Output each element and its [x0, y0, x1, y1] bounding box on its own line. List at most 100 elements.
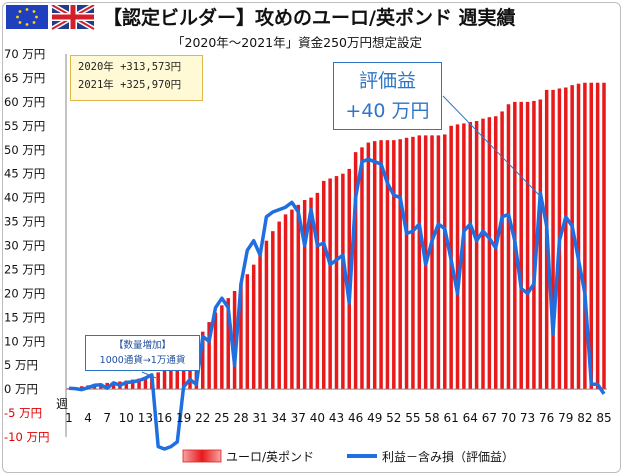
bar-week-66: [481, 118, 485, 390]
chart-subtitle: 「2020年～2021年」資金250万円想定設定: [172, 35, 422, 50]
y-tick-label: -10 万円: [4, 430, 49, 444]
y-axis-ticks: 70 万円 65 万円 60 万円 55 万円 50 万円 45 万円 40 万円 35 万円…: [4, 47, 49, 444]
bar-week-24: [213, 312, 218, 390]
y-tick-label: 50 万円: [4, 143, 45, 157]
x-tick-label: 70: [501, 411, 516, 425]
x-tick-label: 82: [577, 411, 592, 425]
bar-week-49: [372, 141, 377, 390]
x-tick-label: 34: [272, 411, 287, 425]
flags: [6, 5, 96, 31]
eu-flag-icon: [6, 5, 48, 29]
legend-line-label: 利益－含み損（評価益）: [382, 449, 514, 464]
bar-week-16: [162, 367, 167, 390]
bar-week-31: [258, 252, 262, 390]
bar-week-80: [570, 85, 574, 390]
y-tick-label: 40 万円: [4, 191, 45, 205]
bar-week-53: [398, 139, 402, 390]
bar-week-39: [309, 197, 313, 390]
x-tick-label: 37: [291, 411, 306, 425]
x-tick-label: 19: [176, 411, 191, 425]
year-2020-total: 2020年 +313,573円: [78, 61, 182, 73]
year-2021-total: 2021年 +325,970円: [78, 79, 182, 91]
bar-week-11: [130, 379, 135, 390]
bar-week-69: [500, 111, 504, 390]
x-tick-label: 4: [84, 411, 92, 425]
bar-week-75: [538, 99, 543, 390]
callout-value: +40 万円: [345, 100, 430, 122]
bar-week-38: [302, 200, 307, 390]
bar-week-82: [583, 82, 587, 390]
bar-week-42: [328, 178, 332, 390]
chart-title: 【認定ビルダー】攻めのユーロ/英ポンド 週実績: [103, 7, 516, 29]
y-tick-label: 60 万円: [4, 95, 45, 109]
bar-week-13: [143, 377, 148, 390]
note-detail: 1000通貨→1万通貨: [99, 355, 186, 366]
y-tick-label: 0 万円: [4, 382, 38, 396]
x-tick-label: 67: [482, 411, 497, 425]
note-title: 【数量増加】: [113, 340, 171, 351]
x-tick-label: 43: [329, 411, 344, 425]
bar-week-3: [79, 386, 84, 390]
y-tick-label: 15 万円: [4, 310, 45, 324]
y-tick-label: 70 万円: [4, 47, 45, 61]
x-tick-label: 25: [214, 411, 229, 425]
x-tick-label: 46: [348, 411, 363, 425]
bar-week-67: [487, 117, 492, 390]
bar-week-64: [468, 121, 473, 390]
bar-week-41: [322, 180, 326, 390]
bar-week-8: [111, 381, 116, 390]
y-tick-label: 10 万円: [4, 334, 45, 348]
bar-week-48: [366, 142, 371, 390]
legend-bar-swatch: [182, 449, 222, 463]
x-tick-label: 49: [367, 411, 382, 425]
bar-week-63: [462, 123, 466, 390]
bar-week-60: [443, 134, 447, 390]
bar-week-35: [283, 214, 288, 390]
note-pointer: [141, 371, 157, 379]
bar-week-12: [137, 378, 141, 390]
y-tick-label: 45 万円: [4, 167, 45, 181]
bar-week-84: [595, 82, 600, 390]
x-tick-label: 61: [444, 411, 459, 425]
uk-flag-icon: [50, 5, 96, 31]
x-tick-label: 31: [252, 411, 267, 425]
x-axis-ticks: 1 4 7 10 13 16 19 22 25 28 31 34 37 40 43 46 49 52 55 58 61 6…: [65, 411, 611, 425]
bar-week-29: [245, 274, 250, 390]
x-tick-label: 1: [65, 411, 73, 425]
bar-week-74: [532, 100, 536, 390]
bar-week-10: [124, 380, 129, 390]
year-summary-box: 2020年 +313,573円 2021年 +325,970円: [70, 55, 203, 101]
x-tick-label: 7: [103, 411, 111, 425]
profit-line: [68, 157, 606, 451]
bar-week-43: [334, 176, 339, 390]
x-tick-label: 64: [463, 411, 478, 425]
bar-week-59: [436, 135, 441, 390]
x-tick-label: 85: [596, 411, 611, 425]
x-tick-label: 22: [195, 411, 210, 425]
bar-week-72: [519, 101, 523, 390]
x-tick-label: 79: [558, 411, 573, 425]
bar-week-83: [589, 82, 594, 390]
x-tick-label: 13: [138, 411, 153, 425]
bar-week-17: [169, 362, 173, 390]
x-axis-label: 週: [56, 397, 68, 411]
bar-week-15: [156, 372, 160, 390]
bar-week-77: [551, 89, 555, 390]
bar-week-44: [341, 173, 345, 390]
bar-week-79: [564, 87, 568, 390]
bar-week-25: [220, 305, 224, 390]
x-tick-label: 16: [157, 411, 172, 425]
x-tick-label: 76: [539, 411, 554, 425]
x-tick-label: 40: [310, 411, 325, 425]
bar-week-27: [232, 290, 237, 390]
x-tick-label: 73: [520, 411, 535, 425]
bar-week-33: [271, 231, 275, 390]
bar-week-22: [200, 331, 205, 390]
y-tick-label: 35 万円: [4, 215, 45, 229]
unrealized-gain-callout: 評価益 +40 万円: [333, 62, 442, 130]
bar-week-32: [264, 240, 269, 390]
bar-week-19: [181, 358, 186, 390]
bar-week-56: [417, 135, 422, 390]
legend: ユーロ/英ポンド 利益－含み損（評価益）: [182, 449, 514, 464]
